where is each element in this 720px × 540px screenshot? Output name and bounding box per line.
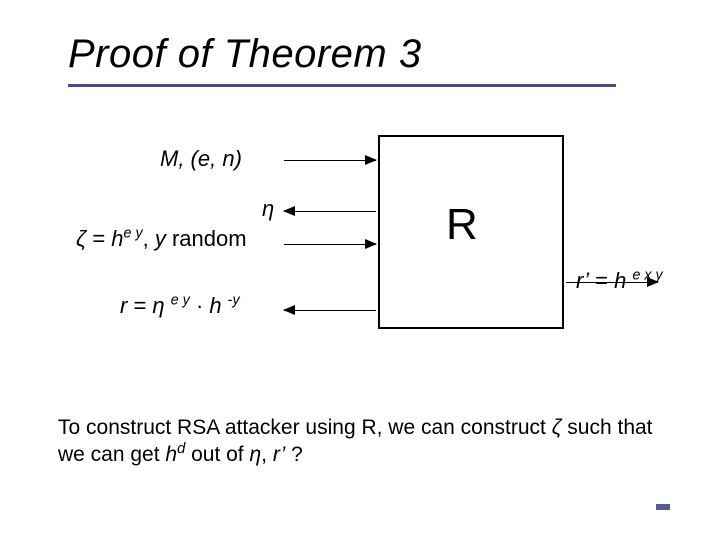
arrow-head-icon bbox=[283, 305, 295, 315]
title-block: Proof of Theorem 3 bbox=[68, 32, 422, 77]
reduction-box-label: R bbox=[446, 200, 478, 250]
label-m-e-n: M, (e, n) bbox=[160, 146, 242, 172]
corner-accent-icon bbox=[656, 496, 670, 510]
label-eta: η bbox=[262, 196, 274, 222]
arrow-eta-from-r bbox=[284, 211, 376, 212]
slide: Proof of Theorem 3 R M, (e, n) η ζ = he … bbox=[0, 0, 720, 540]
arrow-head-icon bbox=[283, 206, 295, 216]
label-r-equals: r = η e y · h -y bbox=[120, 293, 240, 319]
arrow-rprime-from-r bbox=[566, 282, 658, 283]
arrow-zeta-to-r bbox=[284, 244, 376, 245]
arrow-head-icon bbox=[365, 239, 377, 249]
bottom-paragraph: To construct RSA attacker using R, we ca… bbox=[58, 414, 662, 469]
slide-title: Proof of Theorem 3 bbox=[68, 32, 422, 77]
arrow-m-to-r bbox=[284, 160, 376, 161]
arrow-head-icon bbox=[647, 277, 659, 287]
label-zeta-equals: ζ = he y, y random bbox=[76, 226, 247, 252]
arrow-head-icon bbox=[365, 155, 377, 165]
arrow-r-from-r bbox=[284, 310, 376, 311]
title-underline bbox=[68, 84, 616, 87]
